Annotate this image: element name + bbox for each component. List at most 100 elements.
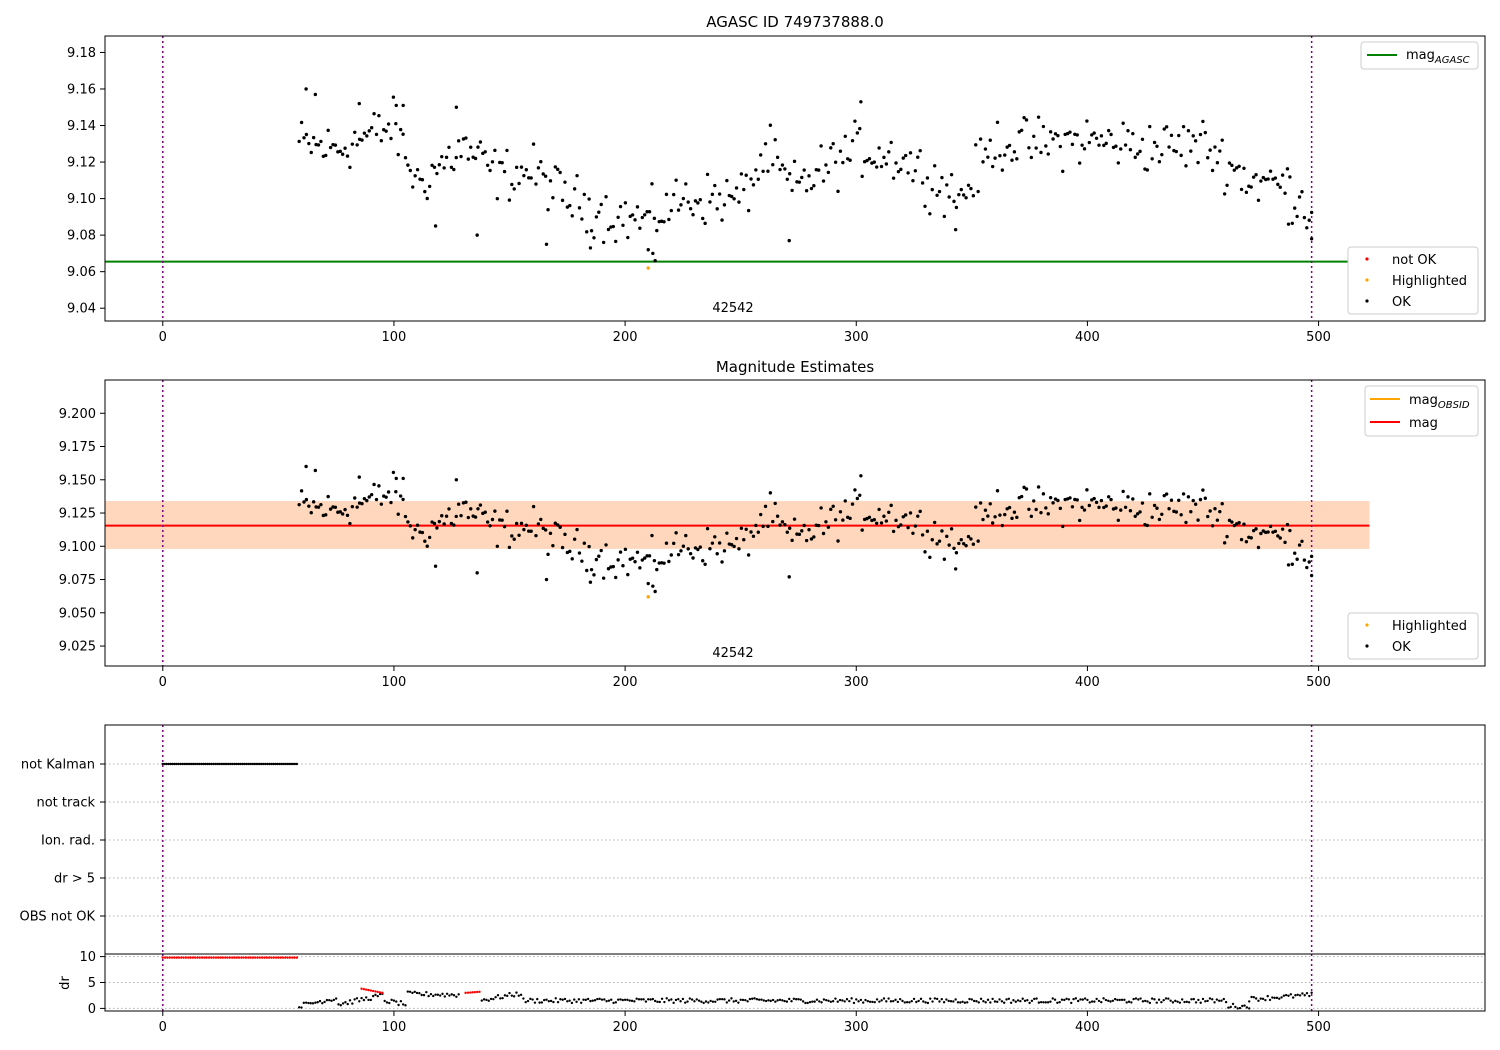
dr-not-ok-point [161,956,164,959]
p4-xtick-label: 100 [382,1020,407,1035]
ok-point [386,122,391,126]
ok-point [1087,503,1092,508]
ok-point [650,182,654,186]
ok-point [307,504,311,508]
ok-point [730,543,734,547]
ok-point [454,105,459,109]
ok-point [1077,518,1082,523]
ok-point [302,136,306,140]
ok-point [1034,507,1038,512]
dr-ok-point [1005,998,1008,1001]
dr-ok-point [1146,1000,1149,1003]
ok-point [1276,182,1280,187]
ok-point [563,532,567,537]
dr-ok-point [619,998,622,1001]
ok-point [338,510,342,514]
dr-not-ok-point [205,956,208,959]
panel-dr-ylabel: dr [58,976,73,990]
dr-ok-point [432,994,435,998]
dr-ok-point [959,1001,962,1004]
legend-mag-agasc-label: magAGASC [1406,48,1470,66]
ok-point [913,169,918,173]
not-kalman-point [243,762,246,766]
ok-point [974,505,978,509]
ok-point [1017,130,1021,134]
ok-point [836,539,840,543]
dr-ok-point [1185,1000,1189,1004]
dr-not-ok-point [360,987,363,990]
dr-not-ok-point [277,956,280,959]
ok-point [899,523,903,527]
ok-point [1280,173,1285,177]
dr-ok-point [318,999,322,1003]
not-kalman-point [266,762,269,766]
not-kalman-point [258,762,262,766]
dr-ok-point [1183,1000,1186,1004]
dr-ok-point [1072,997,1075,1001]
ok-point [1283,540,1287,545]
ok-point [717,192,722,196]
ok-point [858,126,862,131]
ok-point [882,155,886,160]
dr-not-ok-point [224,956,227,959]
dr-ok-point [538,1001,541,1004]
ok-point [1039,150,1043,155]
dr-ok-point [383,999,386,1003]
ok-point [966,183,971,187]
ok-point [891,529,896,534]
dr-ok-point [623,998,627,1002]
ok-point [1283,191,1287,195]
ok-point [766,524,770,529]
dr-ok-point [672,1001,675,1005]
not-kalman-point [219,762,223,766]
ok-point [896,524,901,529]
ok-point [568,549,572,554]
ok-point [1280,527,1285,531]
not-kalman-point [169,762,172,766]
ok-point [872,160,876,164]
p1-xtick-label: 500 [1306,330,1331,345]
dr-ok-point [1002,1001,1006,1004]
panel-agasc: AGASC ID 749737888.0 0 100 200 300 400 500 9.0… [67,13,1486,345]
not-kalman-point [260,762,264,766]
dr-ok-point [1148,1001,1152,1005]
ok-point [534,533,538,538]
ok-point [1080,505,1084,510]
ok-point [1152,503,1157,508]
dr-ok-point [425,990,428,994]
dr-ok-point [1215,998,1219,1001]
ok-point [391,470,396,475]
dr-not-ok-point [256,956,259,959]
p1-ytick-label: 9.06 [67,265,96,280]
ok-point [787,575,791,579]
dr-not-ok-point [295,956,299,959]
ok-point [1007,143,1012,148]
ok-point [377,113,381,118]
ok-point [775,155,780,160]
ok-point [1177,133,1181,138]
dr-ok-point [603,998,606,1001]
p2-xtick-label: 0 [159,675,167,690]
ok-point [577,206,582,210]
ok-point [891,176,896,180]
ok-point [787,238,791,243]
ok-point [858,493,862,497]
dr-ok-point [378,992,382,996]
ok-point [831,142,835,146]
dr-ok-point [612,1001,615,1005]
panel-agasc-legend-points: not OK Highlighted OK [1347,246,1479,315]
dr-ok-point [1229,1005,1232,1009]
ok-point [829,507,833,512]
dr-ok-point [542,998,546,1002]
ok-point [365,134,369,138]
ok-point [529,529,533,533]
ok-point [389,136,393,141]
dr-ok-point [834,997,837,1000]
ok-point [717,541,722,545]
ok-point [1155,144,1159,148]
dr-ok-point [492,997,495,1001]
ok-point [1119,508,1123,512]
ok-point [1285,167,1290,171]
ok-point [874,521,879,525]
ok-point [859,100,863,104]
